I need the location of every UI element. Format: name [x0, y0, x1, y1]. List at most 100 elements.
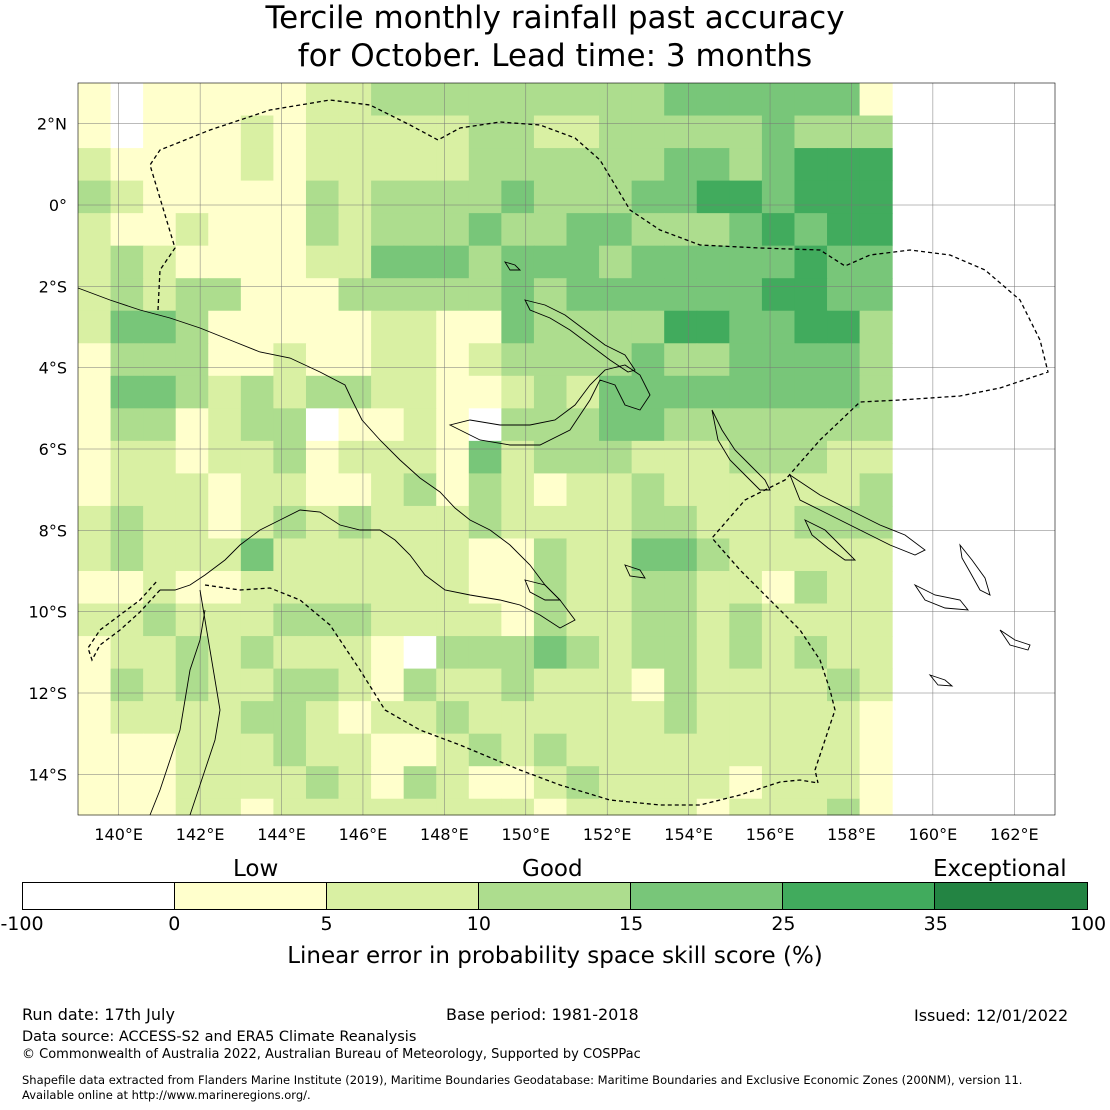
skill-cell: [273, 115, 307, 149]
y-tick-label: 8°S: [39, 521, 67, 540]
skill-cell: [468, 375, 502, 409]
skill-cell: [338, 310, 372, 344]
new-ireland-coastline: [524, 299, 636, 373]
skill-cell: [729, 766, 763, 800]
new-britain-coastline: [448, 364, 651, 446]
skill-cell: [240, 213, 274, 247]
skill-cell: [338, 766, 372, 800]
skill-cell: [729, 798, 763, 816]
skill-cell: [794, 148, 828, 182]
skill-cell: [403, 83, 437, 117]
skill-cell: [501, 213, 535, 247]
skill-cell: [468, 538, 502, 572]
skill-cell: [599, 636, 633, 670]
skill-cell: [533, 603, 567, 637]
skill-cell: [696, 603, 730, 637]
skill-cell: [403, 245, 437, 279]
skill-cell: [371, 473, 405, 507]
skill-cell: [501, 538, 535, 572]
skill-cell: [273, 343, 307, 377]
skill-cell: [436, 180, 470, 214]
skill-cell: [403, 408, 437, 442]
y-tick-label: 10°S: [28, 603, 67, 622]
skill-cell: [696, 343, 730, 377]
new-guinea-coastline: [77, 287, 576, 629]
skill-cell: [240, 310, 274, 344]
skill-cell: [240, 701, 274, 735]
skill-cell: [729, 408, 763, 442]
skill-cell: [208, 278, 242, 312]
skill-cell: [371, 668, 405, 702]
skill-cell: [761, 213, 795, 247]
colorbar-segment: [327, 883, 479, 909]
skill-cell: [599, 766, 633, 800]
skill-cell: [533, 343, 567, 377]
x-tick-label: 158°E: [827, 825, 876, 844]
skill-cell: [631, 440, 665, 474]
skill-cell: [78, 505, 112, 539]
skill-cell: [468, 766, 502, 800]
skill-cell: [403, 798, 437, 816]
skill-cell: [175, 213, 209, 247]
skill-cell: [599, 733, 633, 767]
guadalcanal-coastline: [913, 583, 970, 611]
skill-cell: [501, 701, 535, 735]
skill-cell: [436, 636, 470, 670]
skill-cell: [631, 310, 665, 344]
skill-cell: [371, 148, 405, 182]
skill-cell: [761, 245, 795, 279]
cape-york-west-coastline: [149, 609, 206, 816]
skill-cell: [208, 733, 242, 767]
skill-cell: [110, 603, 144, 637]
skill-map: 140°E 142°E 144°E 146°E 148°E 150°E 152°E 154°E…: [28, 82, 1056, 844]
skill-cell: [533, 440, 567, 474]
skill-cell: [761, 278, 795, 312]
colorbar-exceptional-label: Exceptional: [933, 856, 1067, 882]
skill-cell: [631, 180, 665, 214]
skill-cell: [501, 148, 535, 182]
skill-cell: [305, 603, 340, 637]
skill-cell: [827, 278, 861, 312]
skill-cell: [208, 180, 242, 214]
skill-cell: [110, 733, 144, 767]
skill-cell: [371, 603, 405, 637]
skill-cell: [794, 310, 828, 344]
skill-cell: [305, 408, 340, 442]
skill-cell: [827, 798, 861, 816]
skill-cell: [631, 278, 665, 312]
skill-cell: [599, 115, 633, 149]
x-tick-label: 142°E: [176, 825, 225, 844]
skill-cell: [729, 343, 763, 377]
skill-cell: [436, 375, 470, 409]
skill-cell: [827, 375, 861, 409]
skill-cell: [533, 701, 567, 735]
skill-cell: [859, 115, 893, 149]
skill-cell: [664, 505, 698, 539]
skill-cell: [533, 571, 567, 605]
skill-cell: [208, 798, 242, 816]
skill-cell: [175, 766, 209, 800]
skill-cell: [664, 733, 698, 767]
skill-cell: [631, 733, 665, 767]
skill-cell: [859, 180, 893, 214]
skill-cell: [240, 343, 274, 377]
skill-cell: [566, 310, 600, 344]
x-tick-label: 150°E: [501, 825, 550, 844]
skill-cell: [78, 636, 112, 670]
skill-cell: [566, 180, 600, 214]
skill-cell: [859, 375, 893, 409]
skill-cell: [143, 343, 177, 377]
shapefile-credit-line-2: Available online at http://www.marinereg…: [22, 1088, 311, 1102]
skill-cell: [664, 180, 698, 214]
skill-cell: [338, 343, 372, 377]
skill-cell: [696, 213, 730, 247]
skill-cell: [143, 408, 177, 442]
skill-cell: [501, 375, 535, 409]
skill-cell: [599, 538, 633, 572]
skill-cell: [468, 571, 502, 605]
skill-cell: [859, 440, 893, 474]
skill-cell: [468, 213, 502, 247]
skill-cell: [305, 148, 340, 182]
skill-cell: [143, 278, 177, 312]
x-tick-label: 146°E: [339, 825, 388, 844]
